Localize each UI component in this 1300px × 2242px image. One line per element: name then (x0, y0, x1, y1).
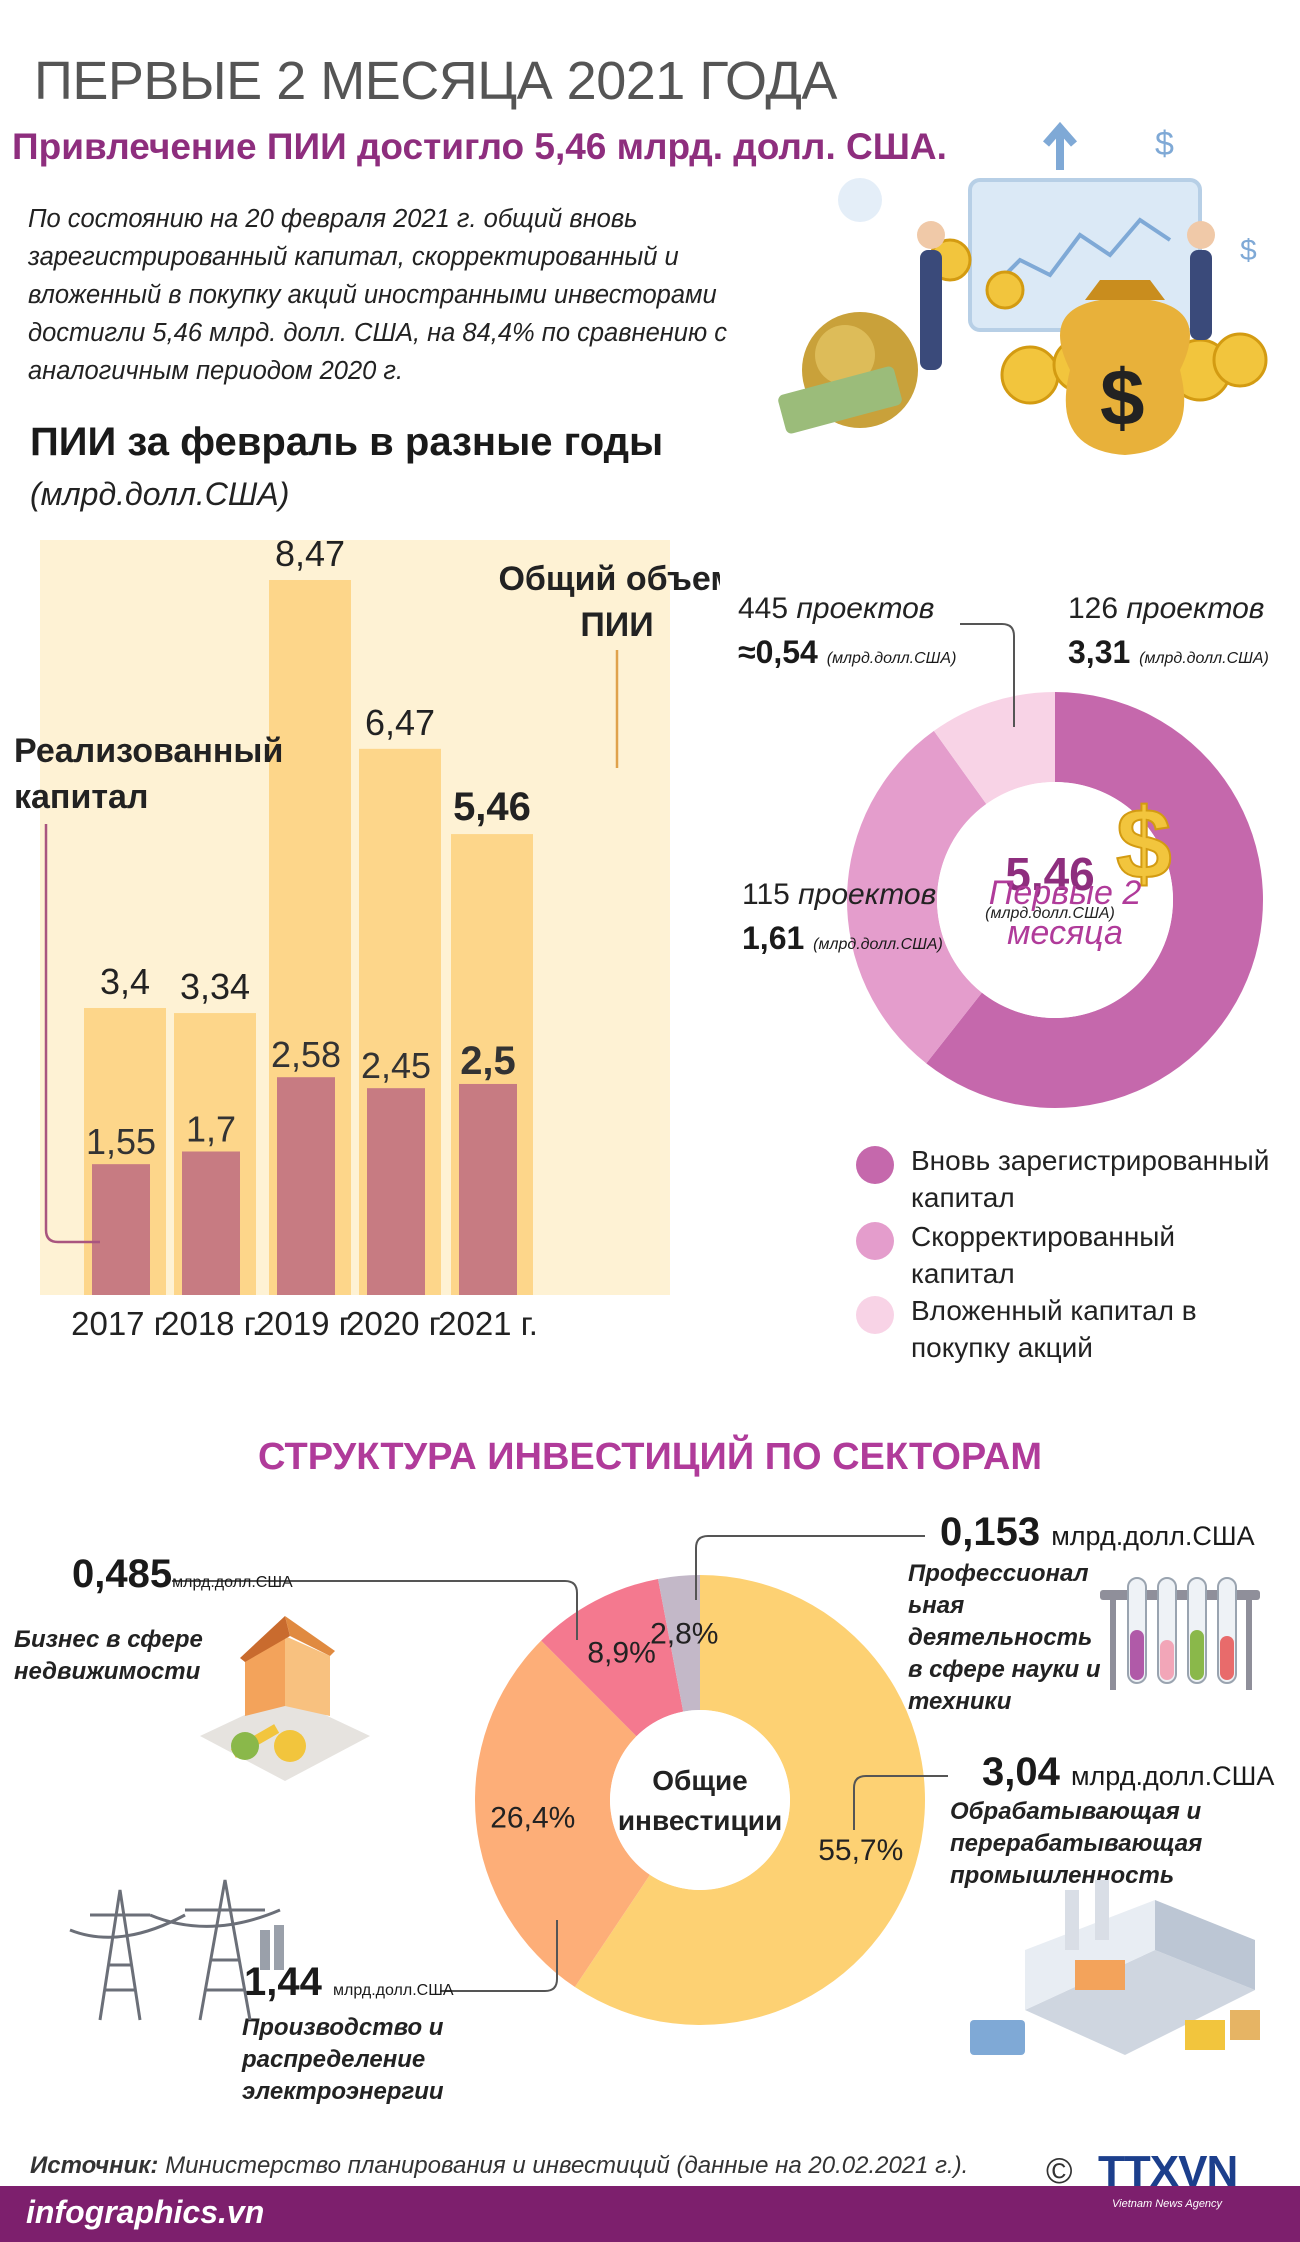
legend-shares: Вложенный капитал в покупку акций (856, 1292, 1296, 1366)
sector-manufacturing-value: 3,04 млрд.долл.США (982, 1750, 1275, 1794)
logo-subtitle: Vietnam News Agency (1112, 2198, 1223, 2210)
sector-slice-1 (474, 1640, 650, 1988)
adjusted-callout: 115 проектов 1,61 (млрд.долл.США) (742, 878, 943, 956)
realized-series-label-line2: капитал (14, 778, 149, 816)
site-name[interactable]: infographics.vn (26, 2194, 265, 2230)
svg-text:$: $ (1116, 788, 1172, 898)
capital-donut-chart: 5,46 (млрд.долл.США) (847, 692, 1263, 1108)
sector-percent-2: 8,9% (587, 1636, 655, 1669)
sector-electricity-name: Производство и распределение электроэнер… (242, 2014, 444, 2105)
sector-percent-3: 2,8% (650, 1618, 718, 1651)
page-title: ПЕРВЫЕ 2 МЕСЯЦА 2021 ГОДА (34, 51, 837, 111)
sector-real-estate-name: Бизнес в сфере недвижимости (14, 1626, 203, 1685)
bar-total-label-2: 8,47 (275, 540, 345, 574)
bar-chart-title: ПИИ за февраль в разные годы (30, 420, 664, 464)
sector-percent-0: 55,7% (818, 1834, 903, 1867)
source-note: Источник: Министерство планирования и ин… (30, 2152, 969, 2179)
legend-swatch-new-capital (856, 1146, 894, 1184)
bar-realized-0 (92, 1164, 150, 1295)
donut-center-caption: Первые 2 месяца (988, 874, 1142, 952)
sector-slice-0 (574, 1575, 925, 2025)
bar-realized-3 (367, 1088, 425, 1295)
sector-percent-1: 26,4% (490, 1801, 575, 1834)
house-keys-icon (200, 1616, 370, 1781)
finance-illustration: $ $ $ (778, 121, 1268, 455)
bar-realized-1 (182, 1151, 240, 1295)
sector-donut-chart: Общие инвестиции 55,7% 26,4% 8,9%2,8% (474, 1575, 925, 2025)
test-tubes-icon (1100, 1577, 1260, 1690)
intro-text: По состоянию на 20 февраля 2021 г. общий… (28, 205, 727, 385)
bar-category-0: 2017 г. (71, 1305, 171, 1342)
total-series-label-line2: ПИИ (580, 606, 653, 644)
donut-center-value: 5,46 (1005, 848, 1095, 900)
bar-category-2: 2019 г. (256, 1305, 356, 1342)
legend-swatch-shares (856, 1296, 894, 1334)
bar-realized-label-3: 2,45 (361, 1045, 431, 1086)
donut-slice-1 (847, 730, 987, 1064)
donut-slice-0 (926, 692, 1263, 1108)
svg-text:$: $ (1100, 353, 1145, 442)
bar-realized-4 (459, 1083, 517, 1295)
bar-category-4: 2021 г. (438, 1305, 538, 1342)
bar-total-label-3: 6,47 (365, 702, 435, 743)
shares-leader-line (960, 623, 1015, 727)
svg-text:$: $ (1155, 125, 1174, 163)
power-towers-icon (69, 1879, 284, 2021)
sector-center-label-line2: инвестиции (618, 1805, 782, 1836)
realized-series-label-line1: Реализованный (14, 732, 283, 770)
sector-center-label-line1: Общие (652, 1765, 747, 1796)
bar-realized-label-2: 2,58 (271, 1034, 341, 1075)
bar-category-3: 2020 г. (346, 1305, 446, 1342)
donut-hole (937, 782, 1173, 1018)
dollar-icon: $ (1115, 788, 1173, 898)
bar-total-label-1: 3,34 (180, 966, 250, 1007)
svg-text:$: $ (1240, 234, 1257, 267)
total-series-label-line1: Общий объем (498, 560, 720, 598)
bar-total-label-4: 5,46 (453, 785, 531, 829)
sector-science-value: 0,153 млрд.долл.США (940, 1510, 1255, 1554)
bar-chart-unit: (млрд.долл.США) (30, 476, 290, 512)
realized-leader-line (44, 824, 100, 1244)
factory-icon (970, 1880, 1260, 2055)
footer-bar: infographics.vn (0, 2186, 1300, 2242)
donut-center-unit: (млрд.долл.США) (985, 905, 1115, 922)
bar-total-label-0: 3,4 (100, 961, 150, 1002)
page-subtitle: Привлечение ПИИ достигло 5,46 млрд. долл… (12, 126, 947, 167)
bar-category-1: 2018 г. (161, 1305, 261, 1342)
sector-slice-3 (658, 1575, 700, 1712)
shares-callout: 445 проектов ≈0,54 (млрд.долл.США) (738, 592, 957, 670)
legend-swatch-adjusted (856, 1222, 894, 1260)
sector-science-name: Профессионал ьная деятельность в сфере н… (908, 1560, 1101, 1715)
bar-realized-label-1: 1,7 (186, 1108, 236, 1149)
new-capital-callout: 126 проектов 3,31 (млрд.долл.США) (1068, 592, 1269, 670)
bar-chart: 3,4 1,55 3,34 1,7 8,47 2,58 6,47 2,45 5,46 2,5 20… (14, 540, 720, 1342)
copyright-icon: © (1046, 2150, 1073, 2191)
sector-leader-lines (172, 1535, 948, 1992)
sector-manufacturing-name: Обрабатывающая и перерабатывающая промыш… (950, 1798, 1203, 1889)
legend-new-capital: Вновь зарегистрированный капитал (856, 1142, 1296, 1216)
donut-slice-2 (933, 692, 1055, 805)
bar-realized-label-4: 2,5 (460, 1039, 516, 1083)
sector-real-estate-value: 0,485млрд.долл.США (72, 1552, 293, 1596)
bar-realized-2 (277, 1077, 335, 1295)
sector-electricity-value: 1,44 млрд.долл.США (244, 1960, 454, 2004)
sectors-title: СТРУКТУРА ИНВЕСТИЦИЙ ПО СЕКТОРАМ (258, 1436, 1042, 1478)
legend-adjusted: Скорректированный капитал (856, 1218, 1296, 1292)
bar-realized-label-0: 1,55 (86, 1121, 156, 1162)
sector-donut-hole (610, 1710, 790, 1890)
